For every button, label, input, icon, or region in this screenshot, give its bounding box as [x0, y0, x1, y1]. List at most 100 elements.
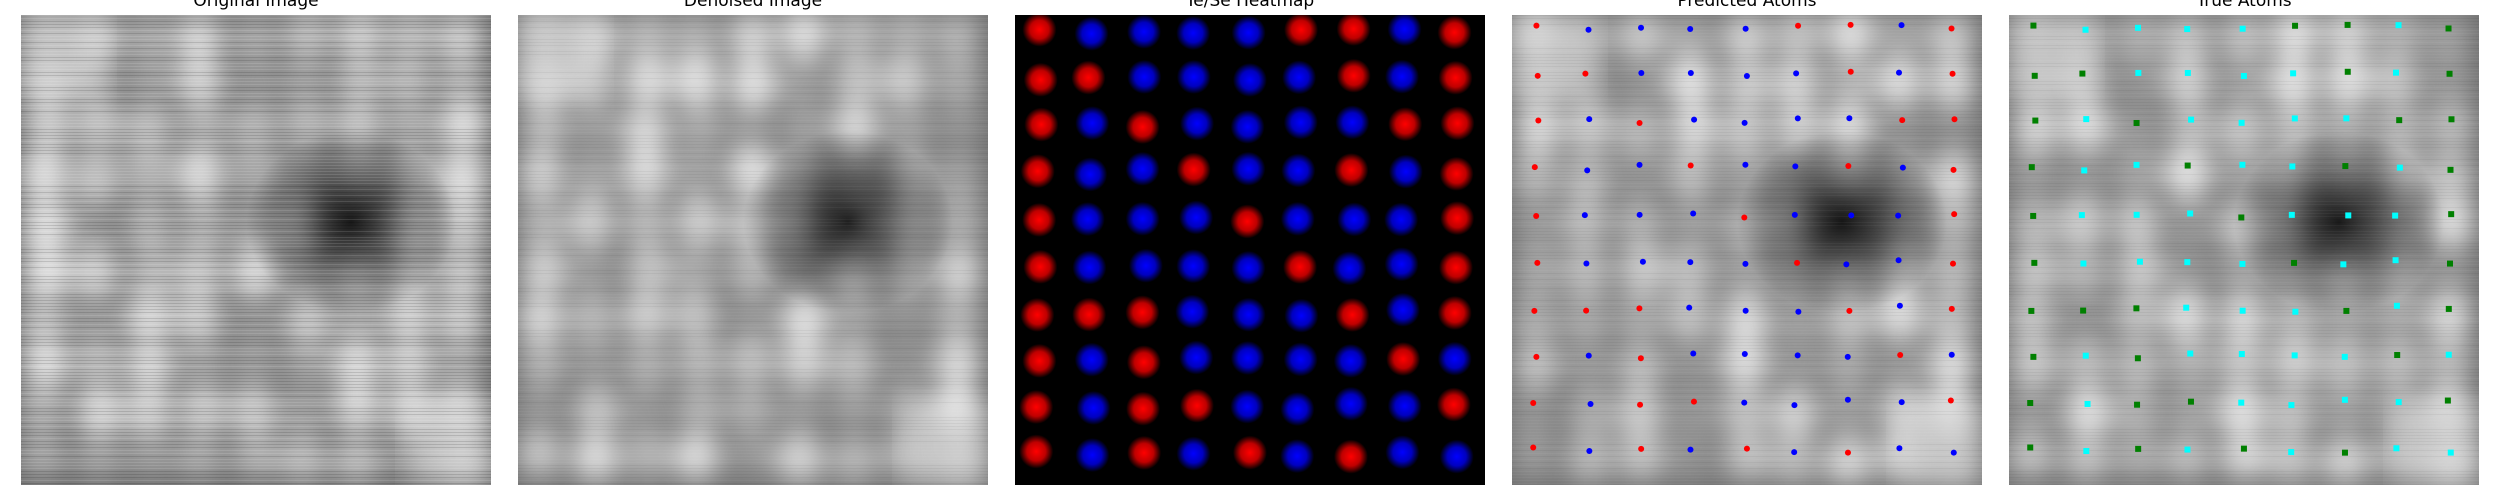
se-atom-marker — [1791, 211, 1798, 218]
te-atom-marker — [2084, 400, 2091, 407]
te-atom-marker — [2080, 260, 2087, 267]
atom-blob — [229, 386, 278, 435]
se-atom-marker — [2446, 70, 2453, 77]
atom-blob — [672, 433, 721, 482]
atom-blob — [2219, 432, 2268, 481]
te-atom-marker — [2238, 351, 2245, 358]
atom-blob — [1513, 246, 1562, 295]
te-heat-spot — [1334, 153, 1369, 188]
atom-blob — [231, 59, 280, 108]
se-heat-spot — [1230, 109, 1265, 144]
se-heat-spot — [1282, 60, 1317, 95]
te-heat-spot — [1438, 250, 1473, 285]
se-heat-spot — [1179, 340, 1214, 375]
se-heat-spot — [1072, 250, 1107, 285]
te-atom-marker — [1951, 211, 1958, 218]
te-heat-spot — [1230, 204, 1265, 239]
atom-blob — [624, 245, 673, 294]
se-heat-spot — [1075, 438, 1110, 473]
atom-blob — [2320, 436, 2369, 485]
atom-blob — [623, 432, 672, 481]
atom-blob — [2112, 148, 2161, 197]
se-atom-marker — [1950, 449, 1957, 456]
atom-blob — [2061, 339, 2110, 388]
se-atom-marker — [1585, 26, 1592, 33]
atom-blob — [23, 104, 72, 153]
atom-blob — [933, 338, 982, 387]
atom-blob — [2163, 433, 2212, 482]
atom-blob — [73, 339, 122, 388]
se-heat-spot — [1180, 106, 1215, 141]
atom-blob — [1565, 103, 1614, 152]
atom-blob — [2323, 55, 2372, 104]
atom-blob — [726, 386, 775, 435]
atom-blob — [518, 340, 567, 389]
panel-predicted-atoms: Predicted Atoms — [1512, 0, 1982, 500]
se-atom-marker — [2027, 400, 2034, 407]
se-heat-spot — [1284, 298, 1319, 333]
se-heat-spot — [1179, 200, 1214, 235]
atom-blob — [623, 56, 672, 105]
te-atom-marker — [1844, 449, 1851, 456]
se-atom-marker — [1898, 399, 1905, 406]
atom-blob — [2424, 338, 2473, 387]
te-atom-marker — [2292, 308, 2299, 315]
se-atom-marker — [2133, 119, 2140, 126]
atom-blob — [829, 436, 878, 485]
atom-blob — [1615, 148, 1664, 197]
te-atom-marker — [2184, 69, 2191, 76]
te-heat-spot — [1126, 391, 1161, 426]
atom-blob — [727, 15, 776, 61]
atom-blob — [1669, 385, 1718, 434]
se-atom-marker — [2292, 22, 2299, 29]
se-atom-marker — [1584, 167, 1591, 174]
te-atom-marker — [2392, 212, 2399, 219]
te-atom-marker — [2239, 260, 2246, 267]
se-atom-marker — [1898, 22, 1905, 29]
panel-original-image: Original Image — [21, 0, 491, 500]
se-atom-marker — [2133, 305, 2140, 312]
atom-blob — [1876, 339, 1925, 388]
se-atom-marker — [2394, 352, 2401, 359]
se-heat-spot — [1384, 202, 1419, 237]
se-heat-spot — [1335, 105, 1370, 140]
te-atom-marker — [2288, 449, 2295, 456]
atom-blob — [934, 57, 983, 106]
atom-blob — [2009, 387, 2055, 436]
te-atom-marker — [1741, 214, 1748, 221]
se-atom-marker — [2344, 68, 2351, 75]
te-atom-marker — [2133, 211, 2140, 218]
se-heat-spot — [1231, 151, 1266, 186]
atom-blob — [175, 433, 224, 482]
atom-blob — [518, 199, 567, 248]
atom-blob — [2167, 103, 2216, 152]
se-atom-marker — [1636, 211, 1643, 218]
se-heat-spot — [1125, 201, 1160, 236]
atom-blob — [1823, 383, 1872, 432]
se-atom-marker — [1686, 304, 1693, 311]
se-heat-spot — [1127, 15, 1162, 49]
atom-blob — [675, 337, 724, 386]
te-atom-marker — [2187, 210, 2194, 217]
se-atom-marker — [1581, 212, 1588, 219]
atom-blob — [124, 198, 173, 247]
se-atom-marker — [2028, 307, 2035, 314]
atom-blob — [1670, 103, 1719, 152]
te-atom-marker — [1949, 70, 1956, 77]
se-atom-marker — [2343, 307, 2350, 314]
se-atom-marker — [1742, 307, 1749, 314]
te-heat-spot — [1072, 297, 1107, 332]
se-heat-spot — [1125, 151, 1160, 186]
te-atom-marker — [2288, 211, 2295, 218]
atom-blob — [2166, 337, 2215, 386]
se-atom-marker — [1794, 115, 1801, 122]
te-atom-marker — [1948, 25, 1955, 32]
atom-blob — [728, 59, 777, 108]
se-atom-marker — [1690, 350, 1697, 357]
se-atom-marker — [1586, 448, 1593, 455]
se-atom-marker — [1899, 164, 1906, 171]
se-heat-spot — [1337, 202, 1372, 237]
atom-blob — [21, 199, 70, 248]
atom-blob — [230, 15, 279, 61]
se-heat-spot — [1230, 341, 1265, 376]
